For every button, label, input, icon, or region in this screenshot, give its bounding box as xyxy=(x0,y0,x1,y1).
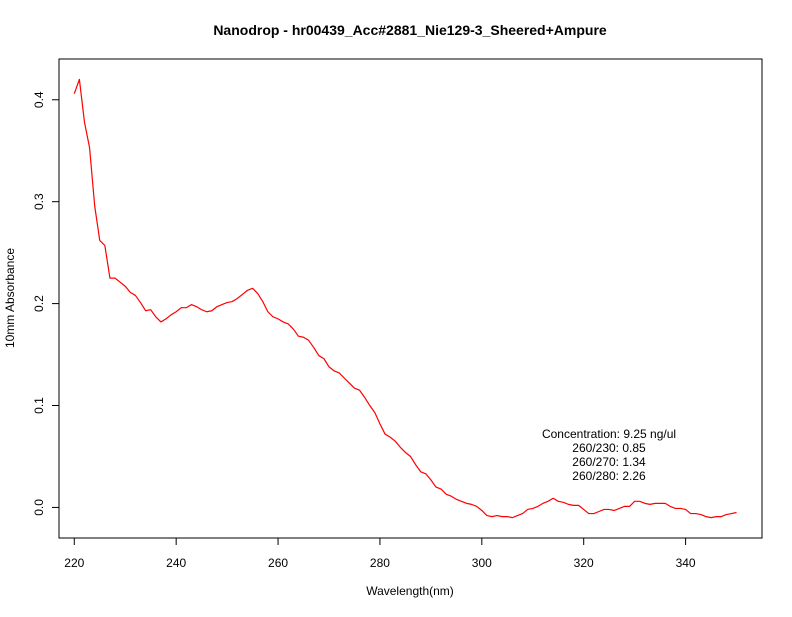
x-tick-label: 240 xyxy=(166,556,186,570)
x-tick-label: 260 xyxy=(268,556,288,570)
y-tick-label: 0.3 xyxy=(32,193,46,210)
annotation-line: 260/280: 2.26 xyxy=(572,469,646,483)
annotation-line: 260/270: 1.34 xyxy=(572,455,646,469)
y-tick-label: 0.1 xyxy=(32,397,46,414)
y-tick-label: 0.0 xyxy=(32,499,46,516)
y-tick-label: 0.2 xyxy=(32,295,46,312)
y-tick-label: 0.4 xyxy=(32,91,46,108)
x-tick-label: 280 xyxy=(370,556,390,570)
chart-title: Nanodrop - hr00439_Acc#2881_Nie129-3_She… xyxy=(213,22,607,38)
x-axis: 220 240 260 280 300 320 340 xyxy=(64,537,696,570)
series-line xyxy=(73,78,737,519)
plot-frame xyxy=(58,58,763,539)
y-axis-label: 10mm Absorbance xyxy=(3,248,17,348)
x-axis-label: Wavelength(nm) xyxy=(366,584,454,598)
x-tick-label: 300 xyxy=(472,556,492,570)
annotation-line: Concentration: 9.25 ng/ul xyxy=(542,427,676,441)
x-tick-label: 320 xyxy=(574,556,594,570)
annotation-line: 260/230: 0.85 xyxy=(572,441,646,455)
x-tick-label: 220 xyxy=(64,556,84,570)
series-layer xyxy=(73,78,737,519)
x-tick-label: 340 xyxy=(676,556,696,570)
y-axis: 0.0 0.1 0.2 0.3 0.4 xyxy=(32,91,60,516)
